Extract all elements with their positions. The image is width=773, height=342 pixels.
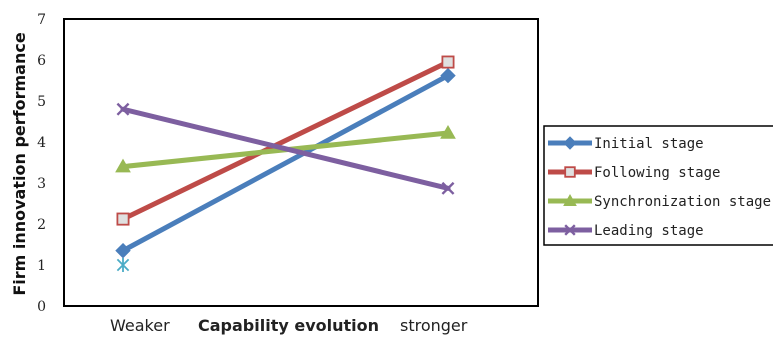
legend-label: Leading stage: [594, 223, 704, 239]
data-point: [116, 102, 130, 116]
legend-label: Initial stage: [594, 136, 704, 152]
legend-label: Synchronization stage: [594, 194, 771, 210]
series-line: [120, 73, 451, 254]
legend: Initial stage Following stage Synchronizat…: [543, 125, 773, 246]
y-tick-label: 7: [37, 12, 46, 28]
data-point: [116, 258, 130, 272]
y-tick-label: 6: [37, 53, 46, 69]
legend-swatch-marker: [563, 136, 577, 150]
series-layer: [115, 55, 456, 272]
legend-box: [543, 125, 773, 246]
x-tick-weaker: Weaker: [110, 316, 170, 335]
x-axis-label: Capability evolution: [198, 316, 380, 335]
plot-area: [63, 18, 539, 307]
y-tick-label: 1: [37, 258, 46, 274]
y-axis-ticks: 0 1 2 3 4 5 6 7: [37, 12, 46, 315]
series-line: [120, 59, 451, 222]
y-axis-label: Firm innovation performance: [10, 32, 29, 296]
y-tick-label: 5: [37, 94, 46, 110]
data-point: [440, 124, 456, 139]
y-tick-label: 0: [37, 299, 46, 315]
y-tick-label: 2: [37, 217, 46, 233]
legend-swatch-marker: [564, 166, 576, 178]
data-point: [115, 242, 131, 259]
data-point: [441, 181, 455, 195]
y-tick-label: 4: [37, 135, 46, 151]
series-line: [120, 106, 451, 191]
y-tick-label: 3: [37, 176, 46, 192]
data-point: [440, 67, 456, 84]
x-tick-stronger: stronger: [400, 316, 468, 335]
legend-swatch-marker: [564, 224, 576, 236]
x-axis-labels: Weaker Capability evolution stronger: [0, 316, 773, 340]
legend-label: Following stage: [594, 165, 720, 181]
data-point: [116, 212, 130, 226]
data-point: [441, 55, 455, 69]
data-point: [115, 158, 131, 173]
legend-swatch-marker: [563, 193, 577, 206]
